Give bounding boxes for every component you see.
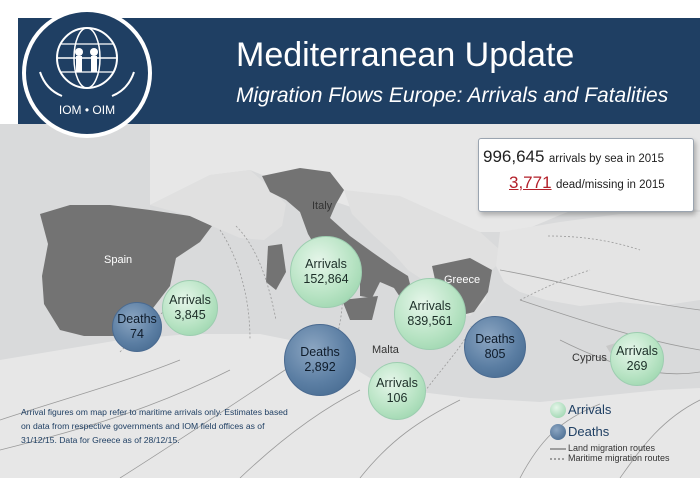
legend-arrivals-swatch xyxy=(550,402,566,418)
bubble-value: 152,864 xyxy=(303,272,349,286)
route-line xyxy=(0,369,231,451)
label-cyprus: Cyprus xyxy=(572,352,607,364)
legend-arrivals-label: Arrivals xyxy=(568,402,612,417)
arrivals-stat: 996,645 arrivals by sea in 2015 xyxy=(483,147,697,167)
footnote-line: on data from respective governments and … xyxy=(21,421,265,431)
bubble-label: Arrivals xyxy=(409,299,451,313)
sardinia-land xyxy=(266,244,286,290)
route-line xyxy=(519,299,700,351)
stats-box: 996,645 arrivals by sea in 2015 3,771 de… xyxy=(478,138,694,212)
bubble-label: Deaths xyxy=(475,332,515,346)
north-africa-land xyxy=(0,334,700,478)
maritime-route xyxy=(219,229,251,341)
bubble-label: Deaths xyxy=(117,312,157,326)
bubble-label: Arrivals xyxy=(616,344,658,358)
spain-land xyxy=(40,205,212,336)
footnote-line: 31/12/15. Data for Greece as of 28/12/15… xyxy=(21,435,180,445)
bubble-italy-arrivals: Arrivals 152,864 xyxy=(290,236,362,308)
footnote: Arrival figures om map refer to maritime… xyxy=(21,405,306,447)
route-line xyxy=(119,359,301,478)
footnote-line: Arrival figures om map refer to maritime… xyxy=(21,407,288,417)
label-greece: Greece xyxy=(444,274,481,286)
logo-text: IOM • OIM xyxy=(58,103,116,117)
route-line xyxy=(359,399,461,478)
legend-maritime-route-line xyxy=(550,458,566,460)
dead-stat: 3,771 dead/missing in 2015 xyxy=(509,173,700,193)
bubble-value: 805 xyxy=(484,347,506,361)
arrivals-total-label: arrivals by sea in 2015 xyxy=(548,153,664,165)
france-land xyxy=(150,170,286,240)
label-spain: Spain xyxy=(104,254,133,266)
legend-land-routes-label: Land migration routes xyxy=(568,443,656,453)
bubble-value: 839,561 xyxy=(407,314,453,328)
italy-land xyxy=(262,168,412,300)
bubble-label: Arrivals xyxy=(376,376,418,390)
turkey-land xyxy=(496,212,700,306)
bubble-label: Deaths xyxy=(300,345,340,359)
route-line xyxy=(0,359,181,421)
dead-total-label: dead/missing in 2015 xyxy=(556,179,665,191)
bubble-cyprus-arrivals: Arrivals 269 xyxy=(610,332,664,386)
greece-land xyxy=(432,258,492,316)
legend: Arrivals Deaths Land migration routes Ma… xyxy=(546,398,696,468)
iom-logo xyxy=(22,8,152,138)
bubble-italy-deaths: Deaths 2,892 xyxy=(284,324,356,396)
maritime-route xyxy=(547,235,641,251)
iom-emblem-icon xyxy=(39,27,135,97)
bubble-value: 106 xyxy=(386,391,408,405)
bubble-spain-deaths: Deaths 74 xyxy=(112,302,162,352)
bubble-value: 3,845 xyxy=(174,308,206,322)
bubble-label: Arrivals xyxy=(305,257,347,271)
bubble-spain-arrivals: Arrivals 3,845 xyxy=(162,280,218,336)
route-line xyxy=(499,269,700,311)
bubble-value: 74 xyxy=(130,327,144,341)
legend-deaths-swatch xyxy=(550,424,566,440)
legend-land-route-line xyxy=(550,448,566,450)
route-line xyxy=(239,389,361,478)
arrivals-total: 996,645 xyxy=(483,147,545,166)
page-subtitle: Migration Flows Europe: Arrivals and Fat… xyxy=(236,84,669,107)
legend-deaths-label: Deaths xyxy=(568,424,610,439)
bubble-value: 269 xyxy=(626,359,648,373)
bubble-greece-deaths: Deaths 805 xyxy=(464,316,526,378)
dead-total: 3,771 xyxy=(509,173,552,192)
label-italy: Italy xyxy=(312,200,333,212)
bubble-malta-arrivals: Arrivals 106 xyxy=(368,362,426,420)
bubble-value: 2,892 xyxy=(304,360,336,374)
page-title: Mediterranean Update xyxy=(236,36,575,74)
legend-maritime-routes-label: Maritime migration routes xyxy=(568,453,670,463)
maritime-route xyxy=(235,225,277,321)
sicily-land xyxy=(342,296,378,320)
route-line xyxy=(619,399,700,478)
bubble-greece-arrivals: Arrivals 839,561 xyxy=(394,278,466,350)
bubble-label: Arrivals xyxy=(169,293,211,307)
label-malta: Malta xyxy=(372,344,399,356)
